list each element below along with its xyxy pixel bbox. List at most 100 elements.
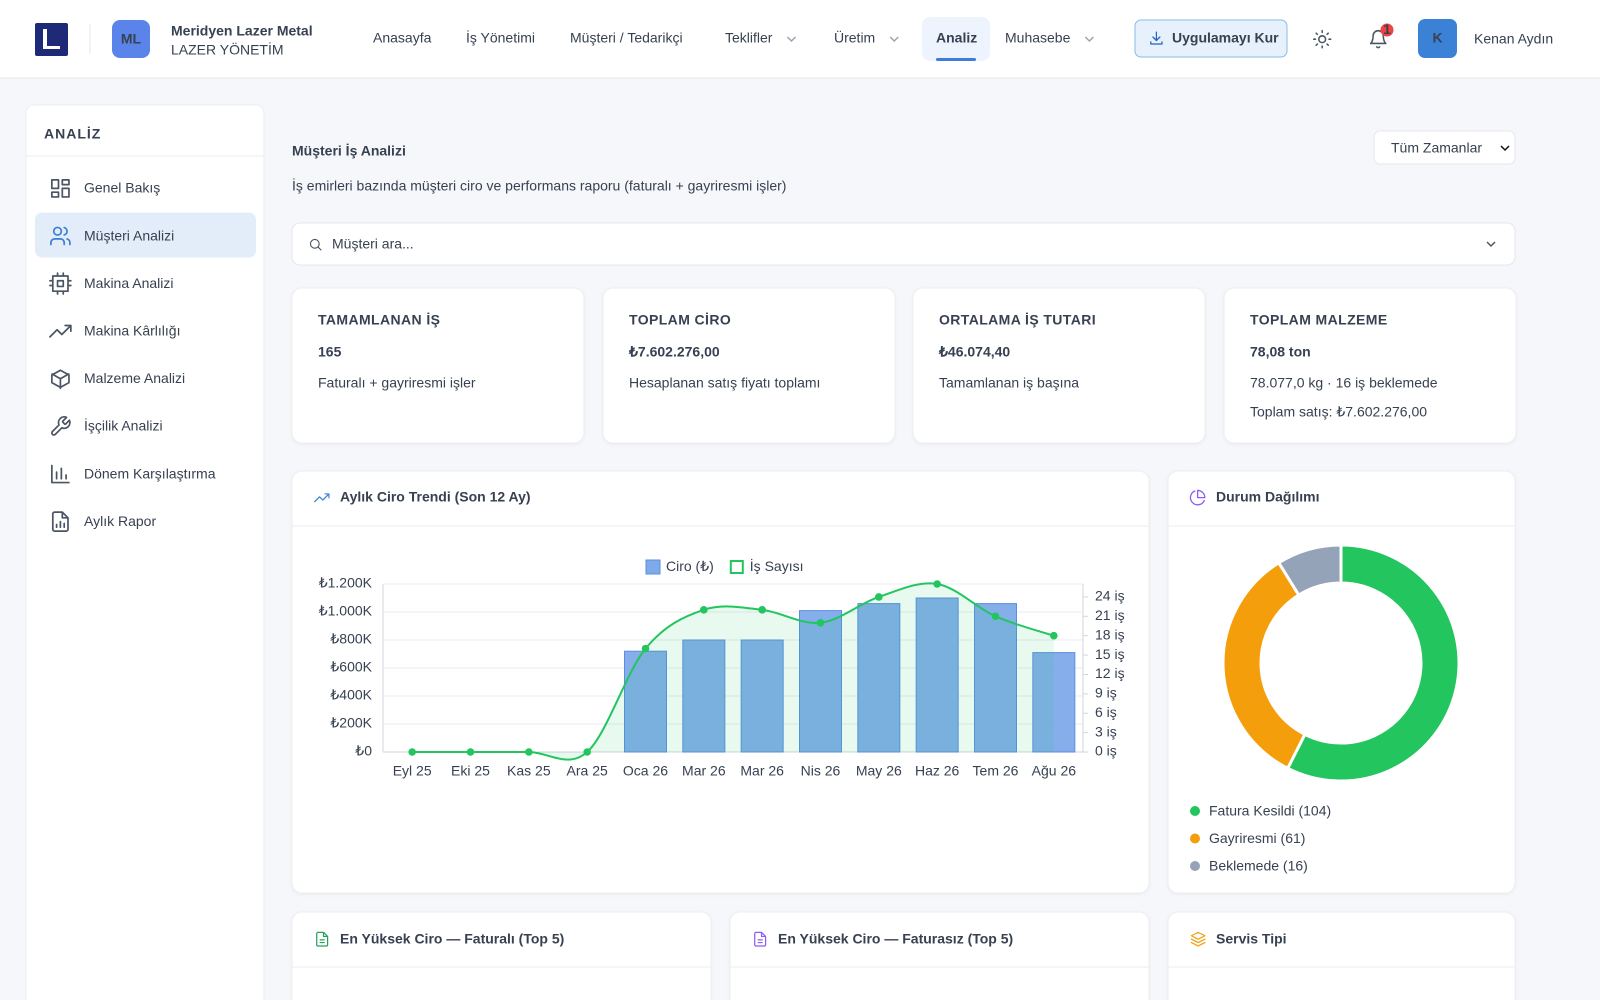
period-chevron <box>1500 145 1510 152</box>
table-card <box>1167 911 1516 1000</box>
x-tick-label: Ara 25 <box>567 763 608 779</box>
sidebar-active-bg <box>35 212 256 258</box>
nav-item[interactable]: Üretim <box>834 29 875 46</box>
kpi-value: ₺46.074,40 <box>938 344 1010 360</box>
brand-initials: ML <box>121 31 142 47</box>
chart-title: Aylık Ciro Trendi (Son 12 Ay) <box>340 489 531 505</box>
page-subtitle: İş emirleri bazında müşteri ciro ve perf… <box>292 177 786 194</box>
nav-item[interactable]: Anasayfa <box>373 30 432 46</box>
legend-dot <box>1190 806 1200 816</box>
y-tick-label: ₺400K <box>330 687 372 703</box>
legend-label: Gayriresmi (61) <box>1209 830 1305 846</box>
user-avatar[interactable] <box>1418 19 1457 58</box>
sidebar-item[interactable]: Dönem Karşılaştırma <box>84 465 216 481</box>
period-select[interactable] <box>1373 130 1516 165</box>
page-title: Müşteri İş Analizi <box>292 143 406 159</box>
search-box[interactable] <box>291 222 1516 266</box>
kpi-card <box>291 287 585 444</box>
y-tick-label: ₺600K <box>330 659 372 675</box>
legend-label: Ciro (₺) <box>666 558 714 574</box>
bar <box>624 650 667 753</box>
legend-label: Fatura Kesildi (104) <box>1209 803 1331 819</box>
sidebar-icon <box>49 272 72 295</box>
line-point <box>1050 631 1058 640</box>
line-point <box>933 580 941 588</box>
brand-name: Meridyen Lazer Metal <box>171 23 313 39</box>
kpi-label: TAMAMLANAN İŞ <box>318 312 440 328</box>
legend-label: Beklemede (16) <box>1209 858 1308 874</box>
nav-item[interactable]: Müşteri / Tedarikçi <box>570 30 683 46</box>
kpi-label: ORTALAMA İŞ TUTARI <box>939 312 1096 328</box>
sidebar-item[interactable]: İşçilik Analizi <box>84 417 163 434</box>
y2-tick-label: 3 iş <box>1095 723 1117 739</box>
install-button[interactable] <box>1134 19 1288 58</box>
pie-slice <box>1285 543 1461 783</box>
y2-tick-label: 6 iş <box>1095 704 1117 720</box>
y-tick-label: ₺200K <box>330 715 372 731</box>
line-point <box>583 748 591 756</box>
y2-tick-label: 12 iş <box>1095 665 1125 681</box>
nav-item[interactable]: Analiz <box>936 30 977 46</box>
sidebar-icon <box>50 226 71 246</box>
legend-swatch <box>645 559 661 575</box>
line-point <box>816 618 825 627</box>
sidebar-item[interactable]: Müşteri Analizi <box>84 227 174 243</box>
table-card <box>291 911 712 1000</box>
x-tick-label: Kas 25 <box>507 763 551 779</box>
y2-tick-label: 18 iş <box>1095 626 1125 642</box>
sidebar-icon <box>50 464 70 484</box>
user-initial: K <box>1432 30 1442 46</box>
kpi-note: 78.077,0 kg · 16 iş beklemede <box>1250 375 1438 391</box>
notification-count: 1 <box>1383 21 1391 37</box>
line-area <box>412 583 1054 760</box>
nav-dropdown-chevron <box>1084 36 1094 43</box>
legend-swatch <box>729 560 744 574</box>
table-card <box>729 911 1150 1000</box>
line-point <box>700 606 708 614</box>
sidebar-icon <box>51 416 71 436</box>
legend-dot <box>1190 833 1200 844</box>
bar <box>799 610 842 753</box>
sidebar-icon <box>51 511 69 532</box>
sidebar-item[interactable]: Makina Analizi <box>84 275 174 291</box>
chart-icon <box>314 493 330 503</box>
line-point <box>408 748 416 756</box>
x-tick-label: Haz 26 <box>915 763 960 779</box>
nav-item[interactable]: İş Yönetimi <box>466 29 535 46</box>
search-chevron <box>1486 241 1496 248</box>
search-icon <box>309 238 322 251</box>
chart-card <box>1167 470 1516 894</box>
sidebar-icon <box>49 324 72 338</box>
sidebar-item[interactable]: Aylık Rapor <box>84 513 156 529</box>
nav-item[interactable]: Muhasebe <box>1005 30 1071 46</box>
sidebar-section: ANALİZ <box>44 126 101 142</box>
sidebar-icon <box>50 369 70 390</box>
install-button-label[interactable]: Uygulamayı Kur <box>1172 30 1279 46</box>
bar <box>974 603 1017 753</box>
sidebar <box>25 104 265 1000</box>
line-point <box>991 612 1000 621</box>
x-tick-label: Ağu 26 <box>1032 763 1077 779</box>
sidebar-item[interactable]: Genel Bakış <box>84 180 160 196</box>
pie-slice <box>1221 560 1307 771</box>
line-point <box>641 644 650 653</box>
x-tick-label: Nis 26 <box>801 763 841 779</box>
card-icon <box>754 931 767 947</box>
y-tick-label: ₺1.200K <box>319 575 373 591</box>
y2-tick-label: 15 iş <box>1095 646 1125 662</box>
kpi-label: TOPLAM MALZEME <box>1250 312 1388 328</box>
sidebar-item[interactable]: Makina Kârlılığı <box>84 323 180 339</box>
kpi-label: TOPLAM CİRO <box>629 312 731 328</box>
download-icon <box>1150 31 1163 45</box>
sidebar-item[interactable]: Malzeme Analizi <box>84 370 185 386</box>
period-select-value: Tüm Zamanlar <box>1391 140 1482 156</box>
pie-slice <box>1276 543 1343 598</box>
kpi-value: ₺7.602.276,00 <box>628 344 720 360</box>
card-icon <box>1190 931 1206 947</box>
kpi-card <box>602 287 896 444</box>
card-title: En Yüksek Ciro — Faturasız (Top 5) <box>778 931 1013 947</box>
nav-item[interactable]: Teklifler <box>725 30 773 46</box>
kpi-note: Tamamlanan iş başına <box>939 375 1079 391</box>
kpi-card <box>1223 287 1517 444</box>
x-tick-label: Eki 25 <box>451 763 490 779</box>
